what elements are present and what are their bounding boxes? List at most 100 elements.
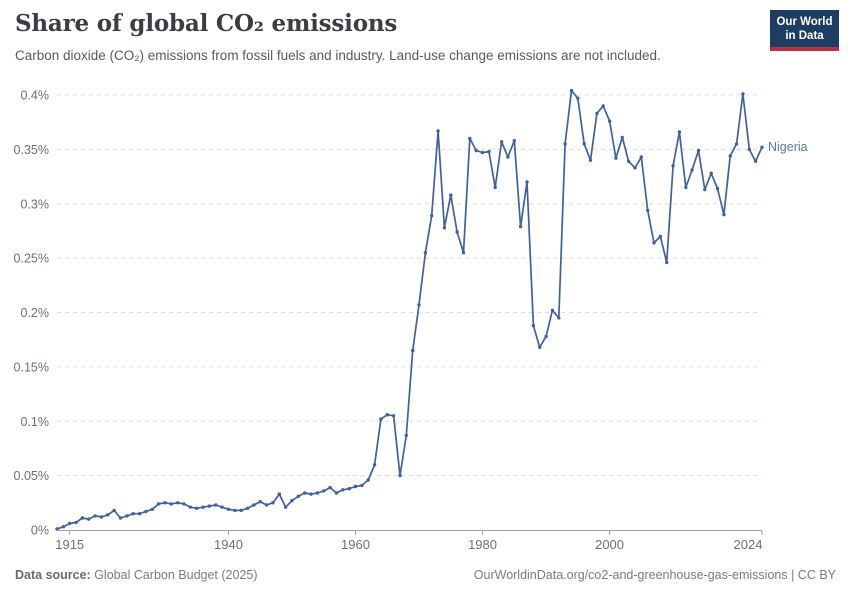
- data-point[interactable]: [455, 230, 459, 234]
- data-point[interactable]: [55, 527, 59, 531]
- data-point[interactable]: [150, 507, 154, 511]
- data-point[interactable]: [677, 130, 682, 134]
- data-point[interactable]: [709, 171, 713, 175]
- data-point[interactable]: [214, 503, 218, 507]
- data-point[interactable]: [442, 226, 447, 230]
- data-point[interactable]: [690, 168, 694, 172]
- data-point[interactable]: [525, 180, 529, 184]
- data-point[interactable]: [722, 212, 726, 217]
- data-point[interactable]: [87, 517, 91, 521]
- data-point[interactable]: [557, 316, 561, 320]
- data-point[interactable]: [379, 417, 383, 421]
- data-point[interactable]: [493, 185, 497, 190]
- data-point[interactable]: [125, 514, 129, 518]
- data-point[interactable]: [417, 303, 421, 307]
- data-point[interactable]: [398, 473, 402, 478]
- series-line-nigeria[interactable]: [56, 89, 763, 530]
- data-point[interactable]: [239, 508, 243, 513]
- data-point[interactable]: [760, 145, 764, 149]
- data-point[interactable]: [207, 504, 212, 508]
- data-point[interactable]: [201, 505, 205, 509]
- data-point[interactable]: [626, 159, 631, 163]
- data-point[interactable]: [309, 492, 313, 496]
- series-end-label[interactable]: Nigeria: [768, 140, 808, 154]
- data-point[interactable]: [715, 186, 720, 191]
- data-point[interactable]: [480, 150, 485, 155]
- data-point[interactable]: [233, 508, 237, 513]
- data-point[interactable]: [188, 505, 193, 509]
- data-point[interactable]: [372, 463, 377, 467]
- data-point[interactable]: [658, 234, 663, 239]
- data-point[interactable]: [118, 516, 123, 520]
- data-point[interactable]: [99, 515, 104, 519]
- data-point[interactable]: [404, 433, 408, 438]
- data-point[interactable]: [303, 491, 307, 495]
- data-point[interactable]: [538, 345, 542, 349]
- data-point[interactable]: [474, 148, 478, 153]
- data-point[interactable]: [646, 208, 650, 212]
- data-point[interactable]: [226, 507, 231, 511]
- data-point[interactable]: [684, 185, 688, 190]
- data-point[interactable]: [499, 140, 504, 144]
- data-point[interactable]: [366, 478, 370, 482]
- data-point[interactable]: [487, 149, 491, 154]
- data-point[interactable]: [195, 506, 199, 510]
- data-point[interactable]: [588, 158, 593, 162]
- owid-logo[interactable]: Our World in Data: [770, 10, 839, 51]
- data-point[interactable]: [176, 501, 180, 505]
- data-point[interactable]: [569, 88, 574, 93]
- attribution[interactable]: OurWorldinData.org/co2-and-greenhouse-ga…: [473, 568, 836, 582]
- data-point[interactable]: [220, 505, 224, 509]
- data-point[interactable]: [614, 156, 618, 160]
- data-point[interactable]: [506, 155, 510, 159]
- data-point[interactable]: [80, 516, 85, 520]
- data-point[interactable]: [106, 513, 110, 517]
- data-point[interactable]: [68, 521, 72, 526]
- data-point[interactable]: [423, 251, 428, 255]
- data-point[interactable]: [639, 155, 643, 159]
- data-point[interactable]: [315, 491, 320, 495]
- data-point[interactable]: [436, 129, 440, 133]
- data-point[interactable]: [182, 502, 186, 506]
- data-point[interactable]: [518, 224, 523, 229]
- data-point[interactable]: [322, 489, 326, 493]
- data-point[interactable]: [296, 494, 301, 498]
- data-point[interactable]: [633, 166, 637, 170]
- data-point[interactable]: [144, 509, 148, 514]
- data-point[interactable]: [271, 501, 275, 505]
- data-point[interactable]: [430, 214, 434, 218]
- data-point[interactable]: [468, 136, 472, 141]
- data-point[interactable]: [137, 512, 142, 516]
- data-point[interactable]: [411, 348, 415, 353]
- data-point[interactable]: [290, 498, 294, 503]
- data-point[interactable]: [544, 334, 548, 339]
- data-point[interactable]: [531, 323, 536, 328]
- data-point[interactable]: [728, 154, 732, 158]
- data-point[interactable]: [753, 159, 758, 163]
- data-point[interactable]: [163, 501, 167, 505]
- data-point[interactable]: [112, 508, 116, 513]
- data-point[interactable]: [747, 147, 751, 152]
- data-point[interactable]: [264, 503, 269, 507]
- data-point[interactable]: [341, 488, 345, 492]
- data-point[interactable]: [93, 514, 97, 518]
- data-point[interactable]: [131, 512, 135, 516]
- data-point[interactable]: [576, 96, 580, 101]
- data-point[interactable]: [595, 111, 599, 116]
- data-point[interactable]: [696, 148, 701, 153]
- data-point[interactable]: [353, 484, 358, 489]
- data-point[interactable]: [741, 92, 745, 96]
- data-point[interactable]: [449, 193, 453, 197]
- data-point[interactable]: [582, 142, 586, 146]
- data-point[interactable]: [671, 164, 675, 168]
- data-point[interactable]: [245, 506, 250, 510]
- data-point[interactable]: [334, 491, 339, 495]
- data-point[interactable]: [252, 503, 256, 507]
- data-point[interactable]: [156, 502, 161, 506]
- data-point[interactable]: [620, 135, 624, 140]
- data-point[interactable]: [328, 485, 332, 490]
- data-point[interactable]: [601, 104, 605, 108]
- data-point[interactable]: [665, 260, 669, 265]
- data-point[interactable]: [277, 492, 281, 496]
